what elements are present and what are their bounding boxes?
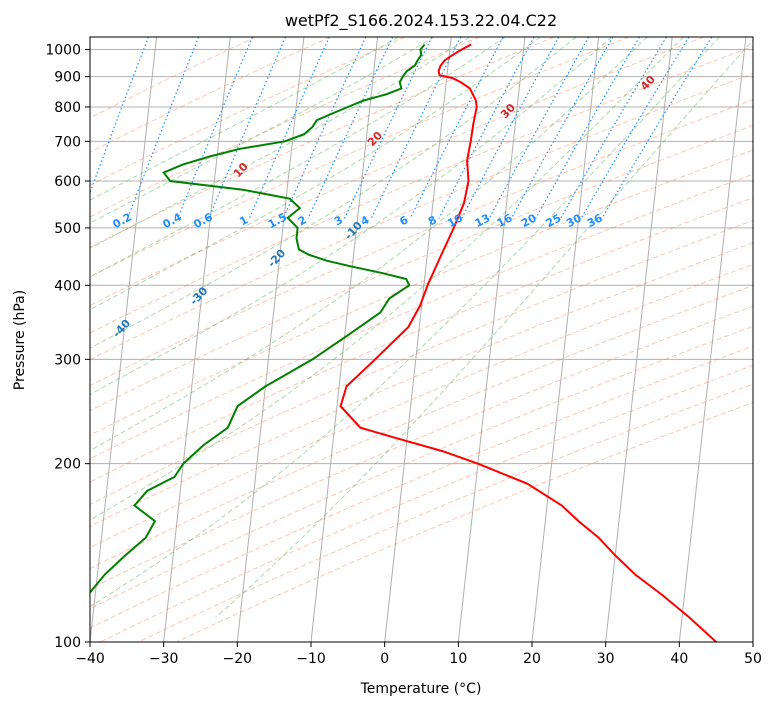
x-axis-label: Temperature (°C) [360, 681, 482, 697]
y-tick-label: 400 [54, 278, 81, 294]
y-tick-label: 200 [54, 457, 81, 473]
chart-title: wetPf2_S166.2024.153.22.04.C22 [285, 11, 557, 31]
x-tick-label: 0 [380, 651, 389, 667]
x-tick-label: 40 [670, 651, 688, 667]
x-tick-label: −20 [223, 651, 253, 667]
y-tick-label: 900 [54, 70, 81, 86]
x-tick-label: 10 [449, 651, 467, 667]
y-tick-label: 600 [54, 174, 81, 190]
y-tick-label: 800 [54, 100, 81, 116]
y-tick-label: 700 [54, 134, 81, 150]
y-tick-label: 100 [54, 635, 81, 651]
x-tick-label: 50 [744, 651, 762, 667]
x-tick-label: −40 [75, 651, 105, 667]
y-tick-label: 1000 [45, 43, 81, 59]
x-tick-label: 20 [523, 651, 541, 667]
y-tick-label: 300 [54, 352, 81, 368]
x-tick-label: −10 [296, 651, 326, 667]
y-axis-label: Pressure (hPa) [12, 290, 28, 390]
x-tick-label: −30 [149, 651, 179, 667]
y-tick-label: 500 [54, 221, 81, 237]
x-tick-label: 30 [597, 651, 615, 667]
